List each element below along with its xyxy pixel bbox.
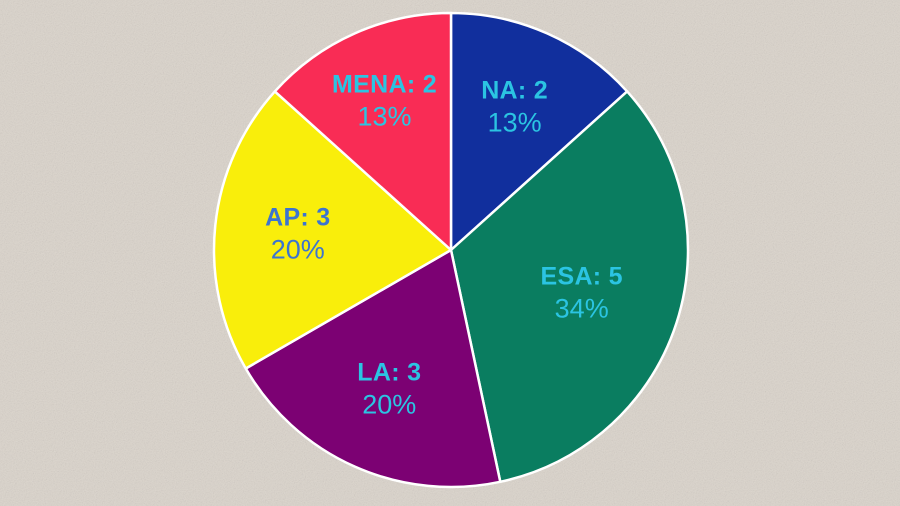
slice-pct-text: 34%: [554, 293, 609, 323]
pie-slice-label-LA: LA: 3 20%: [357, 356, 421, 421]
pie-slice-LA: [244, 248, 502, 489]
slice-name-text: MENA: 2: [332, 70, 437, 99]
pie-slice-label-MENA: MENA: 2 13%: [332, 68, 437, 133]
slice-pct-text: 20%: [270, 234, 325, 265]
pie-slice-ESA: [449, 90, 690, 484]
slice-name-text: ESA: 5: [540, 262, 623, 290]
slice-pct-text: 20%: [362, 389, 417, 420]
pie-slice-label-NA: NA: 2 13%: [481, 75, 548, 140]
pie-slice-label-ESA: ESA: 5 34%: [540, 260, 622, 325]
slice-name-text: NA: 2: [481, 76, 548, 105]
slice-pct-text: 13%: [487, 107, 542, 138]
slice-name-text: AP: 3: [265, 203, 331, 232]
slice-name-text: LA: 3: [357, 358, 422, 387]
slice-pct-text: 13%: [357, 101, 412, 132]
pie-slice-label-AP: AP: 3 20%: [265, 201, 330, 266]
pie-slice-MENA: [273, 11, 453, 252]
pie-slice-AP: [212, 90, 453, 370]
pie-slice-NA: [449, 11, 629, 252]
